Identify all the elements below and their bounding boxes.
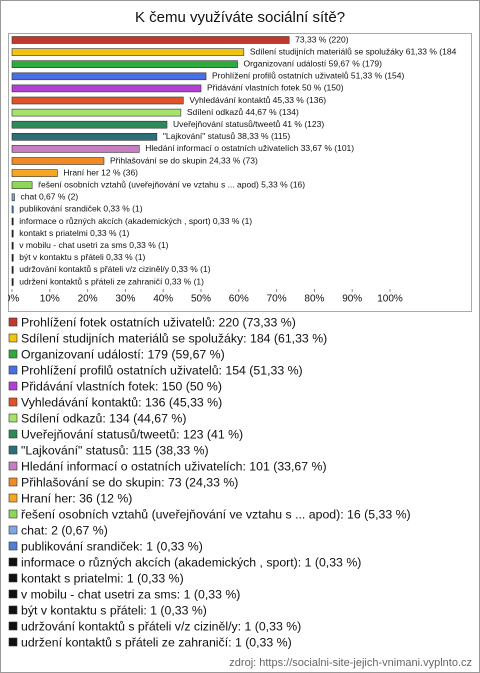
bar [11, 72, 207, 81]
bar [11, 48, 245, 56]
source: zdroj: https://socialni-site-jejich-vnim… [229, 657, 472, 669]
legend-label: Uveřejňování statusů/tweetů: 123 (41 %) [21, 427, 243, 441]
legend-label: Hledání informací o ostatních uživatelíc… [21, 459, 327, 473]
plot: 0% 10% 20% 30% 40% 50% 60% 70% 80% 90% 100% 73,33 %… [5, 34, 457, 305]
value-label: "Lajkování" statusů 38,33 % (115) [163, 131, 290, 141]
bar [11, 205, 14, 214]
legend-label: Hraní her: 36 (12 %) [21, 491, 132, 505]
value-label: 73,33 % (220) [295, 34, 349, 44]
legend-label: informace o různých akcích (akademických… [21, 555, 361, 569]
bar [11, 229, 14, 238]
legend-label: udržení kontaktů s přáteli ze zahraničí:… [21, 635, 292, 649]
value-label: chat 0,67 % (2) [21, 192, 79, 202]
bar [11, 241, 14, 250]
bar [11, 157, 105, 165]
value-label: Uveřejňování statusů/tweetů 41 % (123) [173, 119, 324, 129]
value-label: udržování kontaktů s přáteli v/z ciziněl… [19, 264, 211, 274]
legend-swatch [8, 413, 18, 423]
bar [11, 133, 158, 141]
legend-label: udržování kontaktů s přáteli v/z ciziněl… [21, 619, 301, 633]
bar [11, 60, 238, 69]
legend-label: v mobilu - chat usetri za sms: 1 (0,33 %… [21, 587, 240, 601]
x-tick-label: 30% [115, 294, 135, 305]
value-label: být v kontaktu s přáteli 0,33 % (1) [19, 252, 145, 262]
x-tick-label: 50% [191, 294, 211, 305]
legend-swatch [8, 621, 18, 631]
bar [11, 181, 33, 189]
x-tick-label: 40% [153, 294, 173, 305]
legend-swatch [8, 525, 18, 535]
value-label: Sdílení studijních materiálů se spolužák… [250, 46, 457, 56]
bar [11, 36, 290, 44]
value-label: udržení kontaktů s přáteli ze zahraničí … [19, 276, 204, 286]
legend-swatch [8, 509, 18, 519]
value-label: řešení osobních vztahů (uveřejňování ve … [38, 179, 305, 189]
legend-swatch [8, 637, 18, 647]
legend-swatch [8, 605, 18, 615]
legend-swatch [8, 461, 18, 471]
legend-label: být v kontaktu s přáteli: 1 (0,33 %) [21, 603, 207, 617]
value-label: Vyhledávání kontaktů 45,33 % (136) [189, 95, 326, 105]
value-label: informace o různých akcích (akademických… [19, 216, 252, 226]
legend-label: Přidávání vlastních fotek: 150 (50 %) [21, 379, 222, 393]
legend-label: publikování srandiček: 1 (0,33 %) [21, 539, 203, 553]
value-label: kontakt s priatelmi 0,33 % (1) [19, 228, 129, 238]
x-tick-label: 90% [342, 294, 362, 305]
value-label: Prohlížení profilů ostatních uživatelů 5… [212, 71, 404, 81]
legend-label: Prohlížení fotek ostatních uživatelů: 22… [21, 315, 296, 329]
bar [11, 217, 14, 226]
legend-swatch [8, 445, 18, 455]
value-label: Hledání informací o ostatních uživatelíc… [145, 143, 354, 153]
x-tick-label: 60% [229, 294, 249, 305]
value-label: Organizovaní událostí 59,67 % (179) [244, 58, 383, 68]
chart-title: K čemu využíváte sociální sítě? [135, 9, 345, 26]
value-label: Sdílení odkazů 44,67 % (134) [187, 107, 299, 117]
legend-label: Vyhledávání kontaktů: 136 (45,33 %) [21, 395, 222, 409]
bar [11, 193, 15, 202]
bar [11, 120, 168, 129]
bar [11, 169, 58, 177]
value-label: Hraní her 12 % (36) [63, 167, 138, 177]
legend-label: "Lajkování" statusů: 115 (38,33 %) [21, 443, 209, 457]
x-tick-label: 20% [78, 294, 98, 305]
legend-label: Sdílení odkazů: 134 (44,67 %) [21, 411, 186, 425]
legend-label: řešení osobních vztahů (uveřejňování ve … [21, 507, 411, 521]
bar [11, 266, 14, 274]
value-label: v mobilu - chat usetri za sms 0,33 % (1) [19, 240, 168, 250]
legend-swatch [8, 317, 18, 327]
bar [11, 145, 140, 153]
legend-swatch [8, 541, 18, 551]
value-label: Přidávání vlastních fotek 50 % (150) [207, 83, 344, 93]
legend-label: Organizovaní událostí: 179 (59,67 %) [21, 347, 225, 361]
bar [11, 108, 182, 117]
x-tick-label: 10% [40, 294, 60, 305]
x-tick-label: 70% [267, 294, 287, 305]
legend-swatch [8, 381, 18, 391]
legend-swatch [8, 573, 18, 583]
bar [11, 254, 14, 262]
legend-swatch [8, 397, 18, 407]
legend-swatch [8, 557, 18, 567]
x-tick-label: 100% [377, 294, 403, 305]
legend-swatch [8, 589, 18, 599]
legend-label: chat: 2 (0,67 %) [21, 523, 108, 537]
legend-swatch [8, 477, 18, 487]
x-tick-label: 0% [5, 294, 20, 305]
x-tick-label: 80% [304, 294, 324, 305]
legend-swatch [8, 349, 18, 359]
value-label: publikování srandiček 0,33 % (1) [19, 204, 142, 214]
legend-swatch [8, 493, 18, 503]
bar [11, 96, 184, 105]
bar [11, 278, 14, 286]
legend-label: kontakt s priatelmi: 1 (0,33 %) [21, 571, 184, 585]
bar [11, 84, 202, 93]
legend-label: Sdílení studijních materiálů se spolužák… [21, 331, 327, 345]
legend-swatch [8, 429, 18, 439]
legend-label: Prohlížení profilů ostatních uživatelů: … [21, 363, 303, 377]
legend-swatch [8, 333, 18, 343]
legend-swatch [8, 365, 18, 375]
legend-label: Přihlašování se do skupin: 73 (24,33 %) [21, 475, 238, 489]
value-label: Přihlašování se do skupin 24,33 % (73) [110, 155, 258, 165]
